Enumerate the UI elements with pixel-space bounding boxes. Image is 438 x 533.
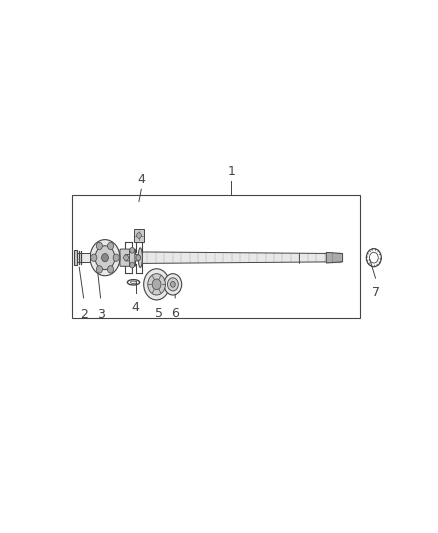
- FancyBboxPatch shape: [130, 249, 135, 266]
- Circle shape: [113, 254, 119, 261]
- Circle shape: [102, 254, 108, 262]
- Text: 3: 3: [97, 308, 105, 321]
- Text: 1: 1: [227, 165, 235, 177]
- Circle shape: [164, 273, 182, 295]
- FancyBboxPatch shape: [74, 251, 77, 265]
- Circle shape: [137, 232, 141, 238]
- Bar: [72, 195, 360, 318]
- Circle shape: [167, 278, 178, 291]
- Circle shape: [96, 243, 102, 249]
- Ellipse shape: [138, 248, 142, 268]
- Ellipse shape: [131, 281, 137, 284]
- Circle shape: [136, 255, 141, 261]
- Text: 4: 4: [138, 173, 145, 186]
- Text: 6: 6: [171, 307, 179, 320]
- Circle shape: [170, 281, 175, 287]
- FancyBboxPatch shape: [120, 249, 135, 266]
- Circle shape: [91, 254, 97, 261]
- Circle shape: [96, 266, 102, 273]
- Polygon shape: [76, 253, 90, 262]
- Ellipse shape: [95, 246, 115, 270]
- Circle shape: [130, 247, 134, 253]
- Polygon shape: [142, 252, 342, 263]
- FancyBboxPatch shape: [134, 229, 144, 241]
- Circle shape: [130, 262, 134, 268]
- Circle shape: [152, 279, 161, 290]
- Text: 7: 7: [371, 286, 380, 300]
- Circle shape: [148, 273, 166, 295]
- Circle shape: [108, 266, 113, 273]
- Text: 2: 2: [80, 308, 88, 321]
- Text: 4: 4: [131, 301, 139, 314]
- Circle shape: [144, 269, 170, 300]
- Circle shape: [108, 243, 113, 249]
- Text: 5: 5: [155, 307, 163, 320]
- FancyBboxPatch shape: [125, 254, 139, 261]
- Ellipse shape: [90, 240, 120, 276]
- Circle shape: [124, 255, 128, 261]
- Polygon shape: [326, 252, 343, 263]
